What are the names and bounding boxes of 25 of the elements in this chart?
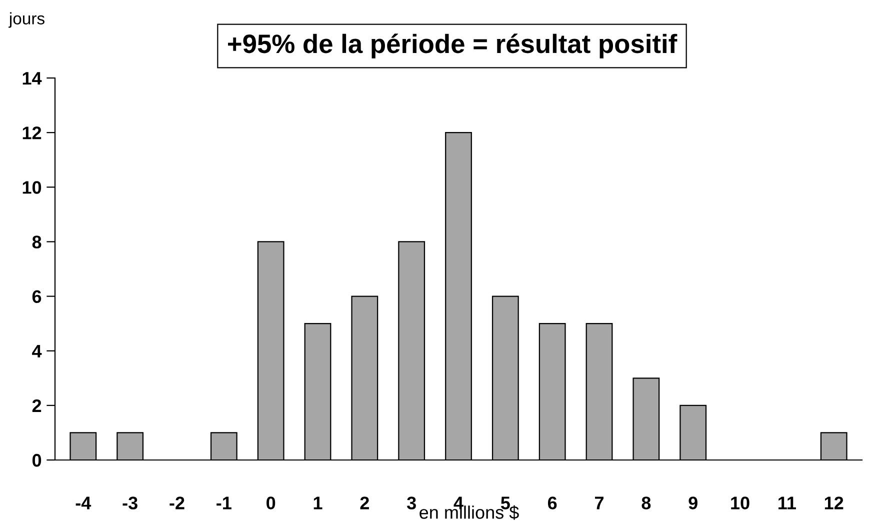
x-tick-label: -4 bbox=[76, 496, 92, 510]
y-tick-label: 6 bbox=[32, 290, 42, 304]
x-tick-label: 2 bbox=[360, 496, 369, 510]
x-tick-label: 8 bbox=[642, 496, 651, 510]
x-tick-label: 3 bbox=[406, 496, 416, 510]
y-tick-label: 8 bbox=[32, 236, 42, 248]
y-tick-label: 4 bbox=[32, 344, 42, 358]
x-tick-label: 12 bbox=[824, 496, 844, 510]
x-tick-label: 0 bbox=[266, 496, 276, 510]
x-tick-label: -3 bbox=[122, 496, 138, 510]
x-tick-label: -1 bbox=[216, 496, 232, 510]
x-tick-label: 1 bbox=[314, 496, 322, 510]
y-tick-label: 10 bbox=[22, 181, 42, 194]
y-tick-label: 2 bbox=[32, 399, 42, 412]
x-tick-label: 11 bbox=[778, 496, 796, 510]
x-tick-label: 9 bbox=[688, 496, 698, 510]
x-tick-label: -2 bbox=[170, 496, 184, 510]
x-tick-label: 10 bbox=[731, 496, 750, 510]
chart-title: +95% de la période = résultat positif bbox=[228, 34, 678, 58]
x-tick-label: 6 bbox=[548, 496, 557, 510]
x-tick-label: 7 bbox=[595, 496, 604, 510]
y-tick-label: 14 bbox=[22, 72, 42, 85]
y-tick-label: 0 bbox=[32, 454, 42, 467]
y-axis-title: jours bbox=[8, 12, 44, 28]
y-tick-label: 12 bbox=[22, 126, 42, 140]
